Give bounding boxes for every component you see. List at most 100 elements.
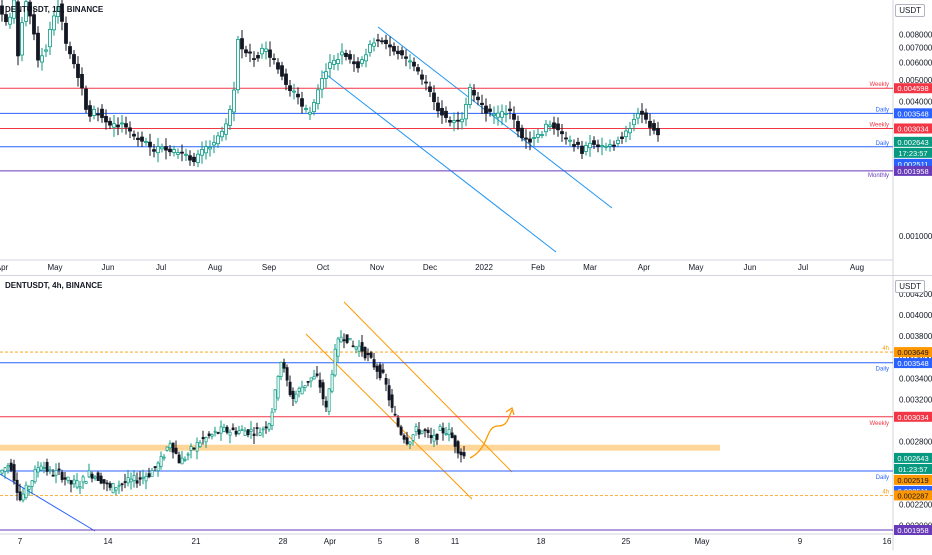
daily-candle-body [524, 137, 528, 140]
4h-candle-body [417, 429, 421, 435]
4h-candle-body [300, 386, 304, 395]
4h-candle-body [399, 426, 403, 435]
4h-candle-body [93, 476, 97, 479]
daily-chart-pane[interactable]: 0.008000 0.007000 0.006000 0.005000 0.004000… [0, 0, 932, 275]
daily-candle-body [564, 137, 568, 140]
4h-candle-body [195, 442, 199, 452]
4h-chart-pane[interactable]: 0.004200 0.004000 0.003800 0.003600 0.003400… [0, 276, 932, 550]
pane-divider[interactable] [0, 275, 932, 276]
daily-candle-body [148, 141, 152, 148]
daily-candle-body [572, 144, 576, 147]
daily-candle-body [636, 113, 640, 119]
4h-candle-body [411, 434, 415, 441]
daily-candle-body [464, 103, 468, 120]
daily-candle-body [416, 67, 420, 72]
4h-candle-body [408, 441, 412, 445]
4h-level-label: Daily [876, 367, 889, 373]
daily-candle-body [484, 105, 488, 114]
4h-candle-body [180, 457, 184, 465]
daily-candle-body [84, 88, 88, 110]
daily-time-tick: Jun [744, 263, 757, 272]
daily-candle-body [52, 15, 56, 31]
daily-candle-body [224, 123, 228, 135]
daily-candle-body [288, 85, 292, 91]
daily-candle-body [284, 73, 288, 85]
4h-candle-body [69, 480, 73, 485]
4h-candle-body [282, 362, 286, 369]
4h-candle-body [192, 447, 196, 450]
4h-candle-body [246, 429, 250, 436]
daily-candle-body [320, 78, 324, 90]
daily-candle-body [504, 113, 508, 115]
4h-candle-body [432, 434, 436, 442]
daily-price-tick: 0.001000 [899, 232, 932, 241]
4h-candle-body [108, 483, 112, 488]
4h-candle-body [120, 483, 124, 486]
4h-candle-body [333, 348, 337, 376]
daily-time-tick: Jun [102, 263, 115, 272]
4h-price-tick: 0.003200 [899, 395, 932, 404]
daily-candle-body [256, 55, 260, 59]
4h-price-tick: 0.004200 [899, 290, 932, 299]
4h-candle-body [243, 430, 247, 436]
daily-candle-body [532, 137, 536, 139]
daily-candle-body [408, 60, 412, 63]
daily-candle-body [208, 146, 212, 150]
daily-candle-body [8, 16, 12, 25]
4h-candle-body [231, 427, 235, 431]
4h-candle-body [438, 425, 442, 431]
4h-candle-body [99, 475, 103, 484]
4h-candle-body [297, 387, 301, 392]
4h-candle-body [324, 400, 328, 408]
daily-price-tick: 0.004000 [899, 98, 932, 107]
daily-time-tick: May [688, 263, 703, 272]
daily-candle-body [136, 137, 140, 140]
daily-price-badge [894, 83, 932, 94]
4h-candle-body [153, 466, 157, 468]
4h-candle-body [279, 362, 283, 378]
4h-candle-body [423, 429, 427, 432]
4h-price-badge [894, 452, 932, 463]
4h-candle-body [309, 377, 313, 382]
4h-candle-body [114, 487, 118, 491]
4h-candle-body [426, 429, 430, 433]
daily-channel-line [322, 71, 557, 253]
daily-level-label: Daily [876, 141, 889, 147]
4h-time-tick: 14 [104, 537, 113, 546]
4h-price-badge-text: 0.001958 [897, 526, 928, 535]
4h-candle-body [81, 476, 85, 483]
daily-candle-body [444, 110, 448, 118]
daily-candle-body [112, 123, 116, 128]
4h-candle-body [288, 381, 292, 396]
daily-candle-body [292, 90, 296, 93]
daily-price-badge [894, 136, 932, 147]
daily-candle-body [100, 108, 104, 118]
daily-candle-body [280, 65, 284, 77]
4h-candle-body [237, 430, 241, 434]
4h-candle-body [39, 465, 43, 471]
daily-time-tick: Sep [262, 263, 277, 272]
4h-price-badge [894, 463, 932, 474]
4h-candle-body [312, 376, 316, 380]
4h-candle-body [414, 426, 418, 432]
daily-candle-body [496, 112, 500, 118]
daily-candle-body [596, 144, 600, 148]
4h-price-tick: 0.002800 [899, 437, 932, 446]
daily-chart-canvas[interactable]: 0.008000 0.007000 0.006000 0.005000 0.004000… [0, 0, 932, 275]
daily-candle-body [472, 89, 476, 96]
4h-candle-body [258, 432, 262, 436]
daily-candle-body [480, 102, 484, 105]
4h-currency-label[interactable]: USDT [895, 280, 925, 293]
daily-candle-body [536, 133, 540, 138]
daily-candle-body [428, 86, 432, 92]
daily-candle-body [144, 141, 148, 143]
4h-candle-body [138, 477, 142, 480]
4h-candle-body [342, 339, 346, 342]
daily-time-tick: Mar [583, 263, 597, 272]
daily-candle-body [396, 50, 400, 55]
daily-currency-label[interactable]: USDT [895, 4, 925, 17]
4h-candle-body [198, 442, 202, 448]
4h-chart-canvas[interactable]: 0.004200 0.004000 0.003800 0.003600 0.003400… [0, 276, 932, 550]
daily-candle-body [364, 54, 368, 62]
daily-candle-body [24, 1, 28, 22]
